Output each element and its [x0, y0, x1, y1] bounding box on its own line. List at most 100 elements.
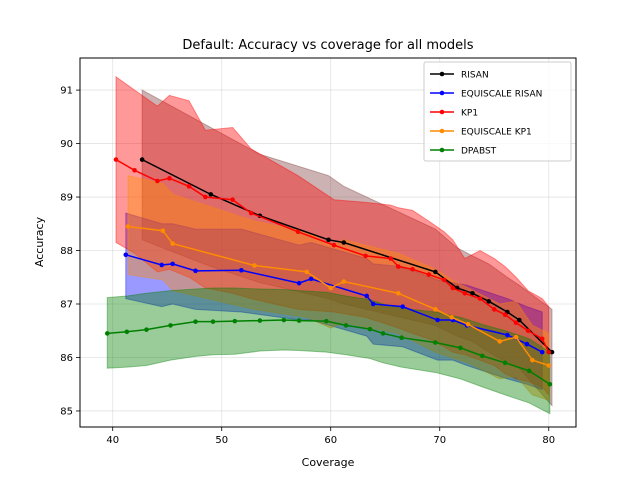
- data-point: [399, 335, 404, 340]
- data-point: [465, 322, 471, 327]
- data-point: [139, 157, 145, 162]
- x-tick-label: 40: [106, 435, 119, 446]
- confidence-band-1: [125, 212, 543, 391]
- data-point: [170, 261, 175, 267]
- data-point: [450, 285, 456, 291]
- data-point: [252, 263, 257, 268]
- data-point: [144, 327, 149, 332]
- data-point: [341, 279, 347, 284]
- data-point: [186, 184, 192, 189]
- y-tick-label: 91: [60, 86, 73, 97]
- chart-title: Default: Accuracy vs coverage for all mo…: [182, 38, 473, 53]
- data-point: [505, 332, 510, 338]
- data-point: [396, 264, 401, 269]
- data-point: [230, 197, 235, 203]
- legend-swatch-marker: [439, 128, 445, 134]
- data-point: [257, 318, 263, 323]
- y-tick-label: 90: [60, 139, 73, 150]
- data-point: [539, 336, 545, 342]
- data-point: [308, 276, 314, 282]
- data-point: [113, 157, 119, 162]
- data-point: [426, 272, 432, 277]
- data-point: [470, 291, 475, 296]
- legend-label: DPABST: [461, 147, 497, 157]
- data-point: [125, 224, 131, 229]
- legend-label: EQUISCALE KP1: [461, 128, 532, 138]
- data-point: [331, 242, 337, 248]
- data-point: [380, 331, 386, 336]
- data-point: [479, 353, 485, 359]
- data-point: [546, 349, 552, 355]
- y-tick-label: 88: [60, 246, 73, 257]
- data-point: [549, 349, 555, 355]
- data-point: [210, 319, 216, 324]
- data-point: [525, 328, 531, 334]
- data-point: [124, 329, 130, 335]
- data-point: [502, 312, 508, 317]
- data-point: [328, 285, 334, 291]
- data-point: [193, 319, 198, 324]
- data-point: [248, 210, 254, 216]
- data-point: [433, 307, 438, 312]
- data-point: [239, 268, 244, 273]
- x-tick-label: 70: [433, 435, 446, 446]
- plot-frame: [79, 57, 577, 428]
- data-point: [388, 256, 393, 261]
- data-point: [160, 228, 166, 234]
- legend-label: EQUISCALE RISAN: [461, 90, 542, 100]
- data-point: [433, 269, 438, 275]
- x-tick-label: 50: [215, 435, 228, 446]
- data-point: [208, 192, 214, 197]
- x-tick-label: 80: [542, 435, 555, 446]
- data-point: [167, 176, 172, 181]
- data-point: [524, 341, 530, 347]
- data-point: [486, 299, 492, 304]
- y-tick-label: 89: [60, 193, 73, 204]
- data-point: [513, 320, 519, 326]
- data-point: [168, 323, 173, 328]
- y-tick-label: 86: [60, 353, 73, 364]
- data-point: [123, 252, 129, 258]
- data-point: [502, 360, 508, 366]
- data-point: [497, 339, 502, 344]
- data-point: [304, 269, 310, 275]
- legend-swatch-marker: [439, 90, 445, 96]
- data-point: [396, 291, 401, 296]
- data-point: [343, 323, 349, 328]
- data-point: [170, 241, 175, 246]
- confidence-band-0: [141, 89, 553, 407]
- data-point: [341, 240, 347, 245]
- data-point: [159, 262, 165, 268]
- data-point: [363, 253, 368, 259]
- data-point: [546, 363, 552, 368]
- data-point: [296, 280, 302, 286]
- data-point: [132, 168, 137, 173]
- legend-swatch-marker: [439, 71, 445, 77]
- x-axis-ticks: 40 50 60 70 80: [106, 427, 555, 446]
- data-point: [435, 317, 440, 323]
- data-point: [104, 331, 110, 336]
- legend-swatch-marker: [439, 109, 445, 115]
- legend: RISAN EQUISCALE RISAN KP1 EQUISCALE KP1 DPAB…: [423, 61, 572, 162]
- data-point: [203, 194, 208, 200]
- legend-label: RISAN: [461, 71, 489, 81]
- data-point: [517, 317, 522, 323]
- data-point: [324, 318, 329, 324]
- legend-label: KP1: [461, 109, 478, 119]
- data-point: [477, 296, 483, 301]
- data-point: [367, 326, 373, 332]
- legend-swatch-marker: [439, 147, 445, 153]
- data-point: [449, 315, 455, 320]
- data-point: [526, 368, 532, 374]
- y-axis-ticks: 85 86 87 88 89 90 91: [60, 86, 80, 417]
- data-point: [458, 345, 463, 351]
- data-point: [281, 317, 287, 323]
- data-point: [547, 381, 553, 387]
- data-point: [326, 237, 331, 243]
- series-line-1: [125, 254, 543, 353]
- data-point: [513, 334, 519, 340]
- y-axis-label: Accuracy: [33, 216, 46, 267]
- data-point: [530, 357, 535, 363]
- data-point: [370, 301, 376, 307]
